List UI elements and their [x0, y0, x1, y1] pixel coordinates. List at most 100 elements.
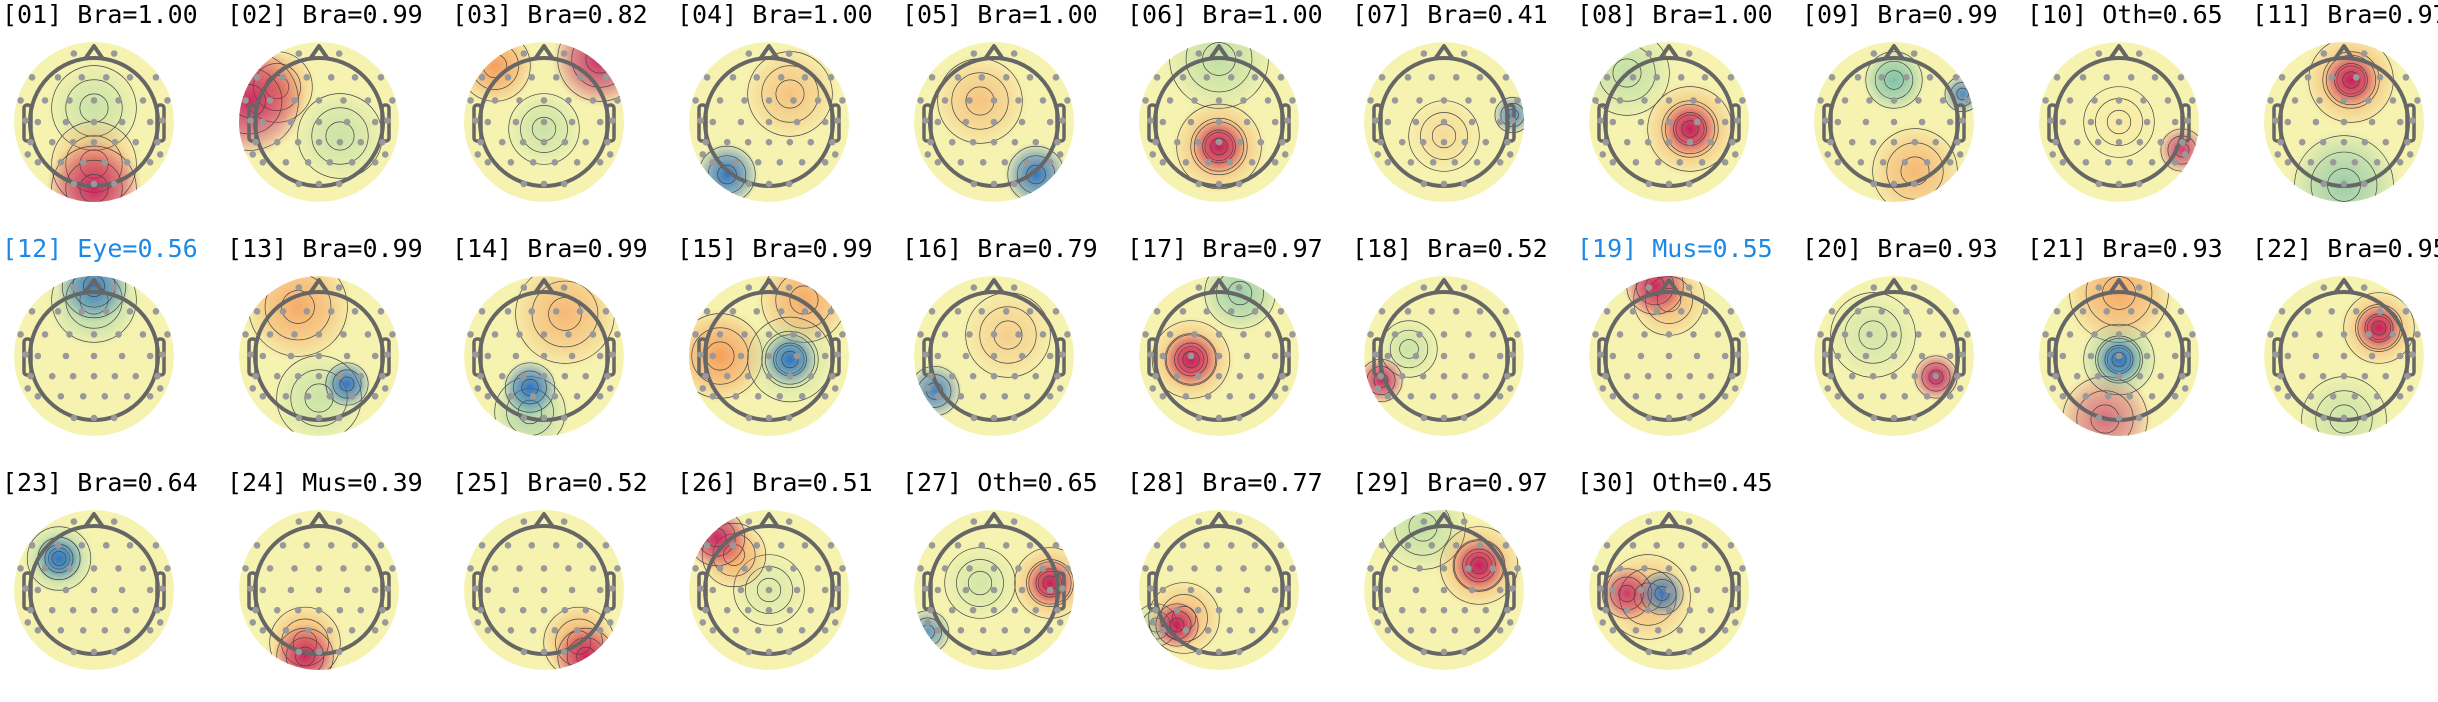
- electrode-marker: [962, 586, 970, 594]
- electrode-marker: [34, 393, 42, 400]
- contour-line: [332, 369, 362, 399]
- electrode-marker: [1910, 284, 1918, 291]
- scalp-map: [689, 510, 849, 670]
- electrode-marker: [2179, 138, 2186, 146]
- contour-line: [1884, 70, 1904, 90]
- electrode-marker: [1182, 393, 1190, 400]
- electrode-marker: [66, 331, 73, 338]
- electrode-marker: [1271, 586, 1279, 594]
- electrode-marker: [110, 518, 118, 525]
- electrode-marker: [1857, 159, 1865, 166]
- electrode-marker: [335, 50, 343, 57]
- electrode-marker: [814, 331, 822, 338]
- electrode-marker: [102, 308, 110, 315]
- electrode-marker: [1384, 159, 1392, 166]
- electrode-marker: [1152, 138, 1159, 146]
- electrode-marker: [529, 627, 537, 634]
- electrode-marker: [753, 308, 761, 315]
- electrode-marker: [1149, 151, 1157, 158]
- electrode-marker: [776, 627, 784, 634]
- contour-line: [1470, 556, 1488, 575]
- component-topomap: [15] Bra=0.99: [677, 234, 902, 468]
- electrode-marker: [1056, 619, 1064, 626]
- electrode-marker: [498, 606, 506, 614]
- electrode-marker: [1372, 351, 1379, 358]
- electrode-marker: [1915, 331, 1922, 338]
- contour-line: [51, 551, 67, 566]
- component-topomap: [14] Bra=0.99: [452, 234, 677, 468]
- electrode-marker: [1964, 97, 1971, 104]
- electrode-marker: [1179, 542, 1187, 549]
- electrode-marker: [970, 50, 978, 57]
- electrode-marker: [596, 118, 604, 126]
- electrode-marker: [66, 97, 73, 104]
- electrode-marker: [1039, 331, 1047, 338]
- electrode-marker: [340, 97, 347, 104]
- electrode-marker: [48, 606, 56, 614]
- electrode-marker: [512, 586, 520, 594]
- electrode-marker: [1506, 619, 1514, 626]
- electrode-marker: [978, 74, 986, 81]
- electrode-marker: [146, 159, 154, 166]
- electrode-marker: [2171, 352, 2179, 360]
- electrode-marker: [2181, 151, 2189, 158]
- contour-line: [285, 637, 325, 670]
- activation-blob: [273, 624, 337, 670]
- electrode-marker: [2115, 180, 2123, 188]
- electrode-marker: [1460, 50, 1468, 57]
- electrode-marker: [831, 619, 839, 626]
- contour-line: [311, 107, 369, 165]
- electrode-marker: [34, 586, 42, 594]
- activation-blob: [1191, 118, 1247, 175]
- electrode-marker: [1685, 50, 1693, 57]
- electrode-marker: [1377, 372, 1384, 380]
- electrode-marker: [606, 619, 614, 626]
- electrode-marker: [821, 393, 829, 400]
- electrode-marker: [1901, 393, 1909, 400]
- electrode-marker: [1384, 352, 1392, 360]
- electrode-marker: [1018, 118, 1026, 126]
- electrode-marker: [1890, 180, 1898, 188]
- contour-line: [1664, 103, 1716, 155]
- electrode-marker: [474, 619, 482, 626]
- electrode-marker: [1173, 372, 1181, 380]
- contour-line: [65, 159, 123, 202]
- electrode-marker: [540, 180, 548, 188]
- electrode-marker: [1496, 586, 1504, 594]
- electrode-marker: [17, 331, 24, 338]
- electrode-marker: [2360, 50, 2368, 57]
- electrode-marker: [709, 393, 717, 400]
- electrode-marker: [1954, 372, 1961, 380]
- component-title: [21] Bra=0.93: [2027, 234, 2223, 263]
- electrode-marker: [614, 565, 621, 572]
- electrode-marker: [1412, 118, 1420, 126]
- electrode-marker: [1391, 331, 1399, 338]
- electrode-marker: [793, 118, 801, 126]
- electrode-marker: [1592, 565, 1599, 572]
- electrode-marker: [1281, 151, 1289, 158]
- electrode-marker: [1834, 159, 1842, 166]
- electrode-marker: [1509, 117, 1516, 124]
- component-title: [06] Bra=1.00: [1127, 0, 1323, 29]
- electrode-marker: [560, 414, 568, 422]
- electrode-marker: [934, 352, 942, 360]
- electrode-marker: [1665, 118, 1673, 126]
- electrode-marker: [1623, 372, 1631, 380]
- electrode-marker: [1698, 159, 1706, 166]
- electrode-marker: [1482, 372, 1490, 380]
- electrode-marker: [146, 393, 154, 400]
- electrode-marker: [287, 352, 295, 360]
- electrode-marker: [507, 393, 515, 400]
- contour-line: [756, 577, 782, 603]
- electrode-marker: [2274, 151, 2282, 158]
- component-title: [07] Bra=0.41: [1352, 0, 1548, 29]
- electrode-marker: [2291, 331, 2299, 338]
- electrode-marker: [596, 393, 604, 400]
- electrode-marker: [1592, 97, 1599, 104]
- electrode-marker: [1665, 565, 1673, 572]
- electrode-marker: [247, 585, 254, 592]
- contour-line: [79, 174, 109, 202]
- component-topomap: [06] Bra=1.00: [1127, 0, 1352, 234]
- electrode-marker: [1046, 627, 1054, 634]
- electrode-marker: [90, 331, 98, 338]
